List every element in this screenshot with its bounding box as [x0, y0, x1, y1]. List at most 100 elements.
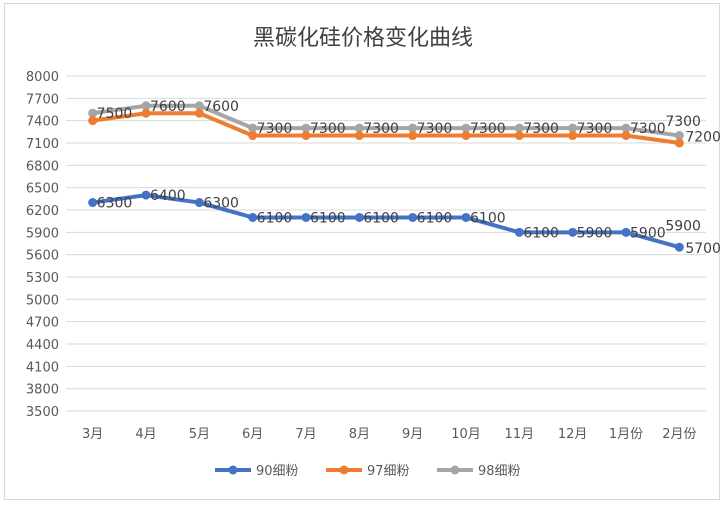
data-point: [88, 116, 98, 126]
y-tick-label: 8000: [26, 70, 59, 85]
data-label: 5900: [630, 225, 666, 241]
data-point: [248, 131, 258, 141]
y-tick-label: 3500: [26, 405, 59, 420]
data-point: [514, 131, 524, 141]
data-point: [568, 227, 578, 237]
data-label: 7300: [363, 121, 399, 137]
data-point: [301, 212, 311, 222]
y-tick-label: 7400: [26, 115, 59, 130]
data-point: [301, 123, 311, 133]
data-point: [141, 108, 151, 118]
data-point: [514, 123, 524, 133]
x-tick-label: 7月: [295, 427, 316, 442]
data-label: 5700: [685, 241, 721, 257]
x-tick-label: 10月: [451, 427, 481, 442]
data-label: 7500: [97, 106, 133, 122]
data-point: [461, 131, 471, 141]
data-label: 7300: [470, 121, 506, 137]
data-point: [301, 131, 311, 141]
legend: 90细粉 97细粉 98细粉: [215, 464, 521, 479]
data-point: [568, 123, 578, 133]
data-point: [141, 190, 151, 200]
y-tick-label: 4100: [26, 360, 59, 375]
data-label: 6100: [470, 210, 506, 226]
gridlines: [66, 75, 706, 412]
legend-label: 98细粉: [478, 464, 521, 479]
x-tick-label: 11月: [505, 427, 535, 442]
chart-title: 黑碳化硅价格变化曲线: [253, 26, 473, 51]
legend-marker: [450, 465, 460, 475]
data-label: 7600: [150, 99, 186, 115]
data-label: 7300: [577, 121, 613, 137]
x-tick-label: 8月: [349, 427, 370, 442]
legend-marker: [228, 465, 238, 475]
data-label: 7300: [257, 121, 293, 137]
legend-label: 90细粉: [256, 464, 299, 479]
x-tick-label: 5月: [189, 427, 210, 442]
x-tick-label: 3月: [82, 427, 103, 442]
data-point: [568, 131, 578, 141]
series-lines: [88, 101, 684, 252]
y-tick-label: 4700: [26, 316, 59, 331]
data-label: 6100: [257, 210, 293, 226]
series-line: [90, 103, 682, 138]
y-axis-ticks: 3500 3800 4100 4400 4700 5000 5300 5600 5900 6200…: [26, 70, 59, 420]
x-tick-label: 2月份: [662, 427, 696, 442]
y-tick-label: 7700: [26, 92, 59, 107]
data-label: 7300: [630, 121, 666, 137]
series-line: [90, 111, 682, 145]
x-tick-label: 9月: [402, 427, 423, 442]
data-point: [194, 198, 204, 208]
data-label: 5900: [665, 218, 701, 234]
data-label: 6300: [203, 196, 239, 212]
data-point: [621, 227, 631, 237]
data-label: 7300: [310, 121, 346, 137]
data-point: [88, 108, 98, 118]
y-tick-label: 5000: [26, 293, 59, 308]
data-point: [674, 242, 684, 252]
data-point: [674, 138, 684, 148]
data-point: [248, 123, 258, 133]
data-label: 6400: [150, 188, 186, 204]
data-label: 6100: [417, 210, 453, 226]
data-point: [354, 131, 364, 141]
y-tick-label: 4400: [26, 338, 59, 353]
x-tick-label: 4月: [135, 427, 156, 442]
data-label: 7300: [417, 121, 453, 137]
data-point: [621, 131, 631, 141]
y-tick-label: 6500: [26, 182, 59, 197]
legend-label: 97细粉: [367, 464, 410, 479]
data-labels: 6300 6400 6300 6100 6100 6100 6100 6100 6100 5900…: [97, 99, 721, 257]
y-tick-label: 5600: [26, 249, 59, 264]
y-tick-label: 5300: [26, 271, 59, 286]
x-tick-label: 1月份: [609, 427, 643, 442]
data-label: 5900: [577, 225, 613, 241]
data-point: [408, 123, 418, 133]
data-label: 6100: [310, 210, 346, 226]
x-tick-label: 12月: [558, 427, 588, 442]
data-point: [408, 212, 418, 222]
data-point: [461, 123, 471, 133]
legend-marker: [339, 465, 349, 475]
data-point: [354, 212, 364, 222]
data-label: 7200: [685, 130, 721, 146]
data-point: [194, 108, 204, 118]
data-point: [354, 123, 364, 133]
x-tick-label: 6月: [242, 427, 263, 442]
x-axis-ticks: 3月 4月 5月 6月 7月 8月 9月 10月 11月 12月 1月份 2月份: [82, 427, 696, 442]
data-label: 6100: [363, 210, 399, 226]
data-point: [248, 212, 258, 222]
data-point: [621, 123, 631, 133]
data-label: 7300: [523, 121, 559, 137]
data-point: [674, 131, 684, 141]
y-tick-label: 5900: [26, 226, 59, 241]
data-point: [194, 101, 204, 111]
data-label: 6100: [523, 225, 559, 241]
data-point: [461, 212, 471, 222]
data-label: 7300: [665, 114, 701, 130]
data-point: [88, 198, 98, 208]
y-tick-label: 3800: [26, 383, 59, 398]
chart-frame: [4, 3, 720, 500]
data-point: [408, 131, 418, 141]
